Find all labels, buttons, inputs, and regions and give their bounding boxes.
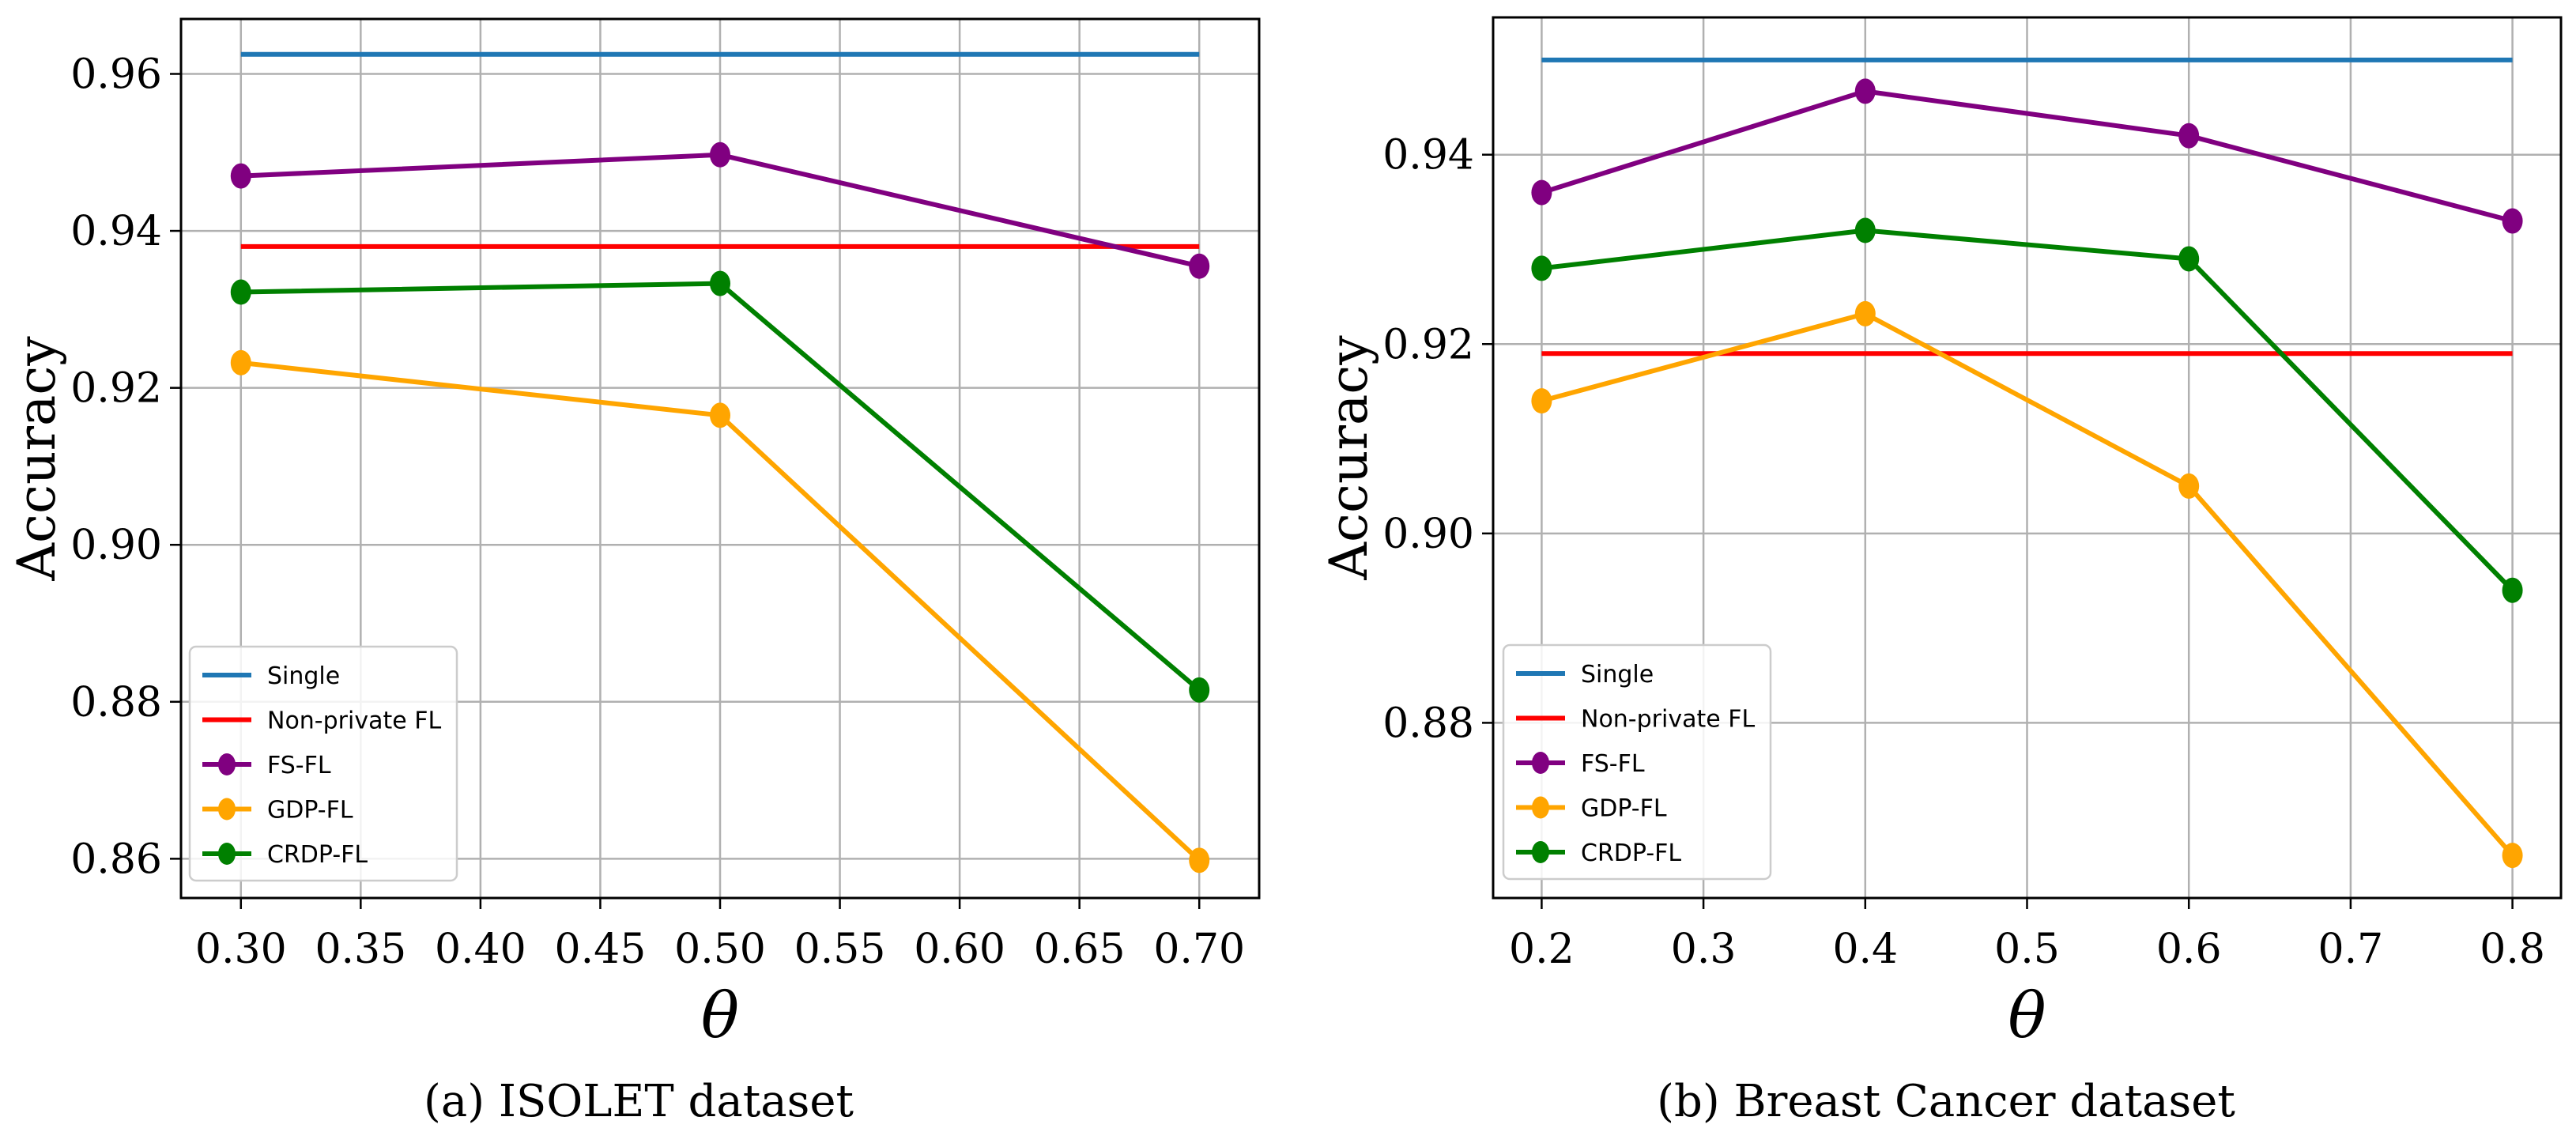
panel-a-legend: Single Non-private FL FS-FL GDP-FL CRDP-FL <box>188 645 458 882</box>
panel-b-axes-frame <box>1492 16 2563 900</box>
panel-a-series-crdp-fl-point <box>710 270 730 296</box>
panel-a-xtick-label: 0.45 <box>555 926 647 973</box>
panel-b-series-crdp-fl-point <box>1854 217 1876 243</box>
panel-b-ytick-label: 0.90 <box>1382 511 1474 558</box>
panel-a-ytick-label: 0.96 <box>70 51 162 99</box>
panel-a-legend-marker <box>218 753 236 775</box>
panel-a-legend-label: Non-private FL <box>267 707 441 735</box>
panel-b-xtick-label: 0.5 <box>1994 926 2060 973</box>
panel-a-ytick-label: 0.92 <box>70 365 162 413</box>
panel-a-series-gdp-fl-point <box>1189 847 1210 873</box>
panel-b-legend: Single Non-private FL FS-FL GDP-FL CRDP-FL <box>1502 643 1772 881</box>
panel-b-ytick-label: 0.92 <box>1382 321 1474 368</box>
panel-b-xlabel: θ <box>2008 979 2046 1052</box>
panel-a-legend-label: CRDP-FL <box>267 841 368 869</box>
panel-b-legend-label: Non-private FL <box>1581 706 1755 734</box>
panel-a: 0.30 0.35 0.40 0.45 0.50 0.55 0.60 0.65 0.70 0.86… <box>6 17 1261 1127</box>
panel-a-ylabel: Accuracy <box>6 336 67 582</box>
panel-a-axes-frame <box>179 17 1261 900</box>
panel-a-xtick-label: 0.65 <box>1034 926 1126 973</box>
panel-b-series-crdp-fl-point <box>2502 577 2523 603</box>
panel-b-series-gdp-fl-point <box>2178 473 2200 499</box>
panel-a-series-gdp-fl-point <box>230 349 251 375</box>
panel-a-legend-box <box>188 645 458 882</box>
panel-a-caption: (a) ISOLET dataset <box>424 1076 854 1127</box>
panel-b-legend-label: CRDP-FL <box>1581 839 1681 867</box>
panel-b-series-crdp-fl-point <box>1531 255 1552 281</box>
panel-b-series-crdp-fl-point <box>2178 246 2200 272</box>
panel-b-series-gdp-fl-point <box>1854 300 1876 326</box>
panel-a-series-fs-fl-point <box>230 163 251 189</box>
panel-b-series-gdp-fl-point <box>2502 843 2523 869</box>
panel-b-legend-marker <box>1532 752 1549 774</box>
panel-b-xtick-label: 0.2 <box>1509 926 1575 973</box>
panel-a-xtick-label: 0.50 <box>674 926 766 973</box>
panel-b-xtick-label: 0.6 <box>2156 926 2222 973</box>
panel-a-legend-label: GDP-FL <box>267 797 353 824</box>
panel-b-series-fs-fl-point <box>1854 78 1876 104</box>
panel-b-ylabel: Accuracy <box>1318 335 1379 581</box>
panel-b-series-fs-fl-point <box>2178 123 2200 149</box>
panel-b-series-fs-fl-point <box>1531 179 1552 206</box>
panel-b-legend-marker <box>1532 841 1549 863</box>
panel-b-ytick-label: 0.88 <box>1382 700 1474 747</box>
panel-b-legend-label: FS-FL <box>1581 750 1645 778</box>
panel-b-xtick-label: 0.3 <box>1671 926 1737 973</box>
panel-b-ytick-label: 0.94 <box>1382 132 1474 179</box>
panel-b-xtick-label: 0.8 <box>2480 926 2545 973</box>
panel-b-legend-box <box>1502 643 1772 881</box>
panel-a-legend-marker <box>218 843 236 865</box>
panel-b-series-gdp-fl-line <box>1541 311 2514 858</box>
panel-a-ytick-label: 0.88 <box>70 679 162 726</box>
panel-b-series-fs-fl-line <box>1541 89 2514 224</box>
panel-a-legend-marker <box>218 798 236 821</box>
panel-b-legend-label: GDP-FL <box>1581 795 1667 823</box>
panel-b-legend-marker <box>1532 796 1549 819</box>
panel-a-xtick-label: 0.35 <box>315 926 406 973</box>
panel-b-xtick-label: 0.4 <box>1832 926 1898 973</box>
panel-b-series-crdp-fl-line <box>1541 228 2514 592</box>
panel-a-xtick-label: 0.70 <box>1153 926 1245 973</box>
panel-b-xtick-label: 0.7 <box>2318 926 2384 973</box>
panel-a-series-crdp-fl-point <box>1189 677 1210 703</box>
panel-a-xtick-label: 0.40 <box>435 926 526 973</box>
panel-b: 0.2 0.3 0.4 0.5 0.6 0.7 0.8 0.88 0.90 0.92 0.94 Acc… <box>1318 16 2563 1127</box>
panel-a-series-crdp-fl-point <box>230 279 251 305</box>
panel-a-ytick-label: 0.86 <box>70 836 162 883</box>
panel-a-xtick-label: 0.55 <box>794 926 886 973</box>
panel-a-ytick-label: 0.90 <box>70 522 162 569</box>
panel-a-series-fs-fl-point <box>710 141 730 168</box>
panel-b-series-gdp-fl-point <box>1531 388 1552 414</box>
panel-a-legend-label: FS-FL <box>267 752 331 779</box>
panel-b-series-fs-fl-point <box>2502 208 2523 234</box>
panel-b-legend-label: Single <box>1581 661 1654 689</box>
panel-a-series-fs-fl-point <box>1189 253 1210 279</box>
panel-a-xtick-label: 0.60 <box>914 926 1005 973</box>
panel-a-ytick-label: 0.94 <box>70 208 162 255</box>
panel-b-caption: (b) Breast Cancer dataset <box>1657 1076 2235 1127</box>
panel-a-series-gdp-fl-point <box>710 402 730 428</box>
panel-a-xlabel: θ <box>701 979 739 1052</box>
panel-a-legend-label: Single <box>267 662 340 690</box>
panel-a-xtick-label: 0.30 <box>195 926 287 973</box>
